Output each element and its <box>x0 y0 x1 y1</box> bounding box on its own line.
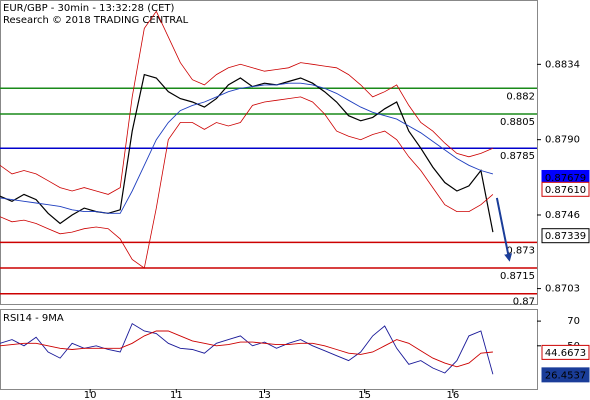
level-label: 0.8785 <box>500 151 535 162</box>
series-line <box>0 10 494 195</box>
rsi-panel-frame <box>0 309 538 390</box>
level-label: 0.882 <box>506 91 535 102</box>
series-line <box>0 96 494 269</box>
y-tick-label: 0.8834 <box>545 59 580 70</box>
value-tag-label: 26.4537 <box>545 370 586 381</box>
y-tick-label: 0.8703 <box>545 284 580 295</box>
level-label: 0.8805 <box>500 117 535 128</box>
value-tag-box <box>541 344 590 360</box>
series-line <box>0 82 494 214</box>
value-tag-label: 0.87610 <box>545 185 586 196</box>
rsi-title: RSI14 - 9MA <box>3 313 64 324</box>
x-tick-label: 11 <box>170 390 183 400</box>
value-tag-label: 44.6673 <box>545 348 586 359</box>
x-tick-label: 10 <box>84 390 97 400</box>
projection-arrow <box>495 197 513 262</box>
y-tick-label: 70 <box>567 316 580 327</box>
y-tick-label: 0.8790 <box>545 135 580 146</box>
value-tag-box <box>541 367 590 383</box>
level-label: 0.873 <box>506 245 535 256</box>
chart-title: EUR/GBP - 30min - 13:32:28 (CET) <box>3 3 175 14</box>
y-tick-label: 0.8746 <box>545 210 580 221</box>
value-tag-label: 0.87339 <box>545 231 586 242</box>
series-line <box>0 322 494 375</box>
x-tick-label: 15 <box>358 390 371 400</box>
x-tick-label: 16 <box>446 390 459 400</box>
value-tag-label: 0.87679 <box>545 173 586 184</box>
value-tag-box <box>541 228 590 244</box>
series-line <box>0 73 494 233</box>
level-label: 0.87 <box>513 297 535 308</box>
value-tag-box <box>541 181 590 197</box>
chart-subtitle: Research © 2018 TRADING CENTRAL <box>3 15 189 26</box>
x-tick-label: 13 <box>258 390 271 400</box>
level-label: 0.8715 <box>500 271 535 282</box>
series-line <box>0 330 493 368</box>
price-panel-frame <box>0 0 538 305</box>
